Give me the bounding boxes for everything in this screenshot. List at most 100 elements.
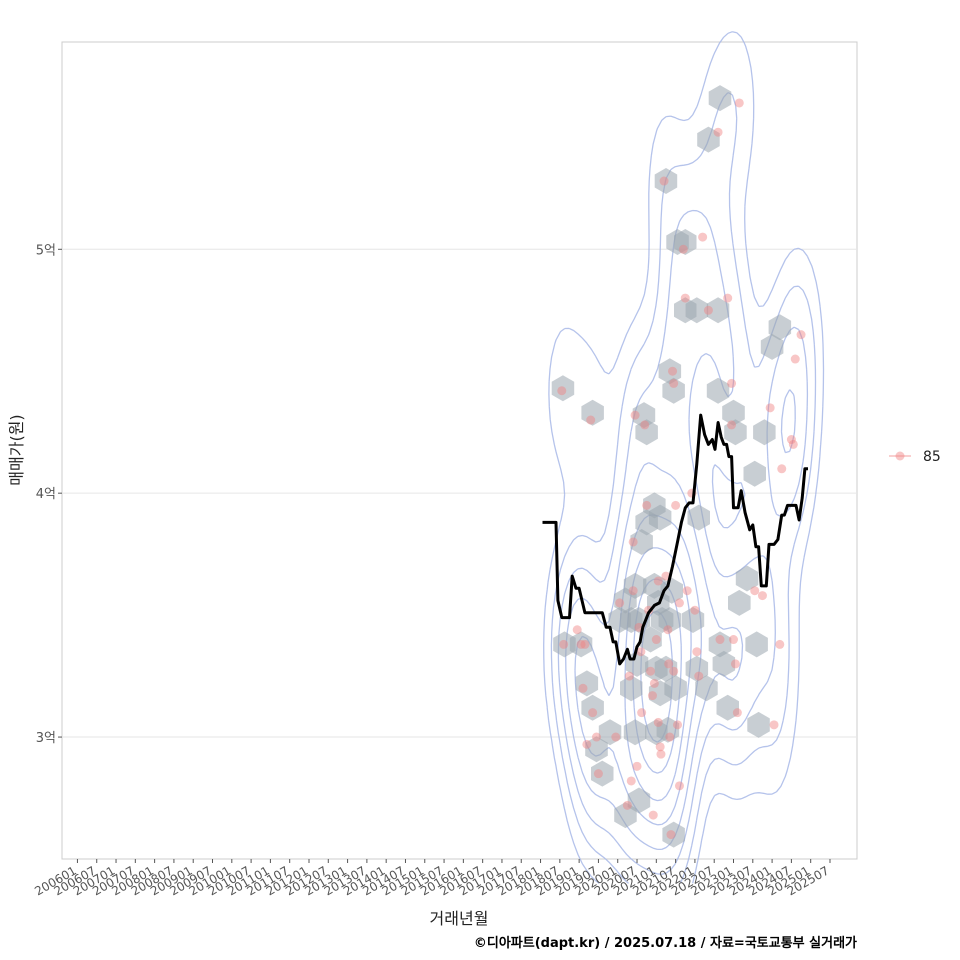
hexbin-34 <box>658 607 682 633</box>
transaction-point-55 <box>698 232 708 242</box>
transaction-point-72 <box>786 435 796 445</box>
transaction-point-37 <box>665 732 675 742</box>
y-axis: 3억 4억 5억 <box>36 243 62 746</box>
hexbin-61 <box>768 314 792 341</box>
transaction-point-3 <box>576 639 586 649</box>
transaction-point-40 <box>668 366 678 376</box>
x-axis: 2006012006072007012007072008012008072009… <box>32 859 831 899</box>
transaction-point-32 <box>656 749 666 759</box>
transaction-point-38 <box>666 830 676 840</box>
contour-level-3 <box>565 389 796 851</box>
transaction-point-35 <box>663 625 673 635</box>
transaction-point-71 <box>777 464 787 474</box>
transaction-point-10 <box>592 732 602 742</box>
transaction-point-12 <box>615 598 625 608</box>
hexbin-33 <box>654 655 678 682</box>
transaction-point-14 <box>628 537 638 547</box>
transaction-points <box>557 98 806 840</box>
transaction-point-29 <box>651 635 661 645</box>
transaction-point-59 <box>723 293 733 303</box>
y-axis-title: 매매가(원) <box>7 414 26 485</box>
y-tick-label-1: 4억 <box>36 487 56 502</box>
transaction-point-30 <box>653 717 663 727</box>
hexbin-4 <box>575 670 599 697</box>
hexbin-0 <box>551 375 575 402</box>
source-caption: ©디아파트(dapt.kr) / 2025.07.18 / 자료=국토교통부 실… <box>474 935 857 951</box>
hexbin-55 <box>735 565 759 592</box>
transaction-point-70 <box>775 639 785 649</box>
transaction-point-24 <box>642 500 652 510</box>
hexbin-50 <box>716 694 739 721</box>
hexbin-59 <box>753 419 776 446</box>
transaction-point-1 <box>559 639 569 649</box>
transaction-point-44 <box>673 720 683 730</box>
hexbin-2 <box>569 631 593 658</box>
transaction-point-57 <box>713 127 723 137</box>
hexbin-20 <box>635 419 658 446</box>
hexbin-45 <box>697 126 720 153</box>
hexbin-18 <box>627 787 651 814</box>
hexbin-63 <box>681 607 705 633</box>
legend: 85 <box>889 449 941 465</box>
hexbin-14 <box>625 650 649 677</box>
hexbin-46 <box>706 297 730 324</box>
transaction-point-75 <box>788 439 798 449</box>
hexbin-36 <box>664 675 687 702</box>
hexbin-21 <box>630 529 653 555</box>
transaction-point-66 <box>750 586 760 596</box>
hexbin-24 <box>648 504 672 531</box>
hexbin-48 <box>708 631 732 658</box>
y-tick-label-0: 3억 <box>36 731 56 746</box>
hexbin-16 <box>623 719 647 746</box>
hexbin-54 <box>728 589 751 616</box>
hexbin-5 <box>581 694 604 721</box>
transaction-point-50 <box>682 586 692 596</box>
transaction-point-2 <box>572 625 582 635</box>
hexbin-57 <box>747 711 770 738</box>
hexbin-6 <box>585 736 608 763</box>
contour-level-0 <box>543 31 825 884</box>
hexbin-15 <box>620 675 643 702</box>
hexbin-49 <box>712 650 736 677</box>
transaction-point-20 <box>636 647 646 657</box>
transaction-point-11 <box>611 732 621 742</box>
median-line-path <box>542 413 808 666</box>
transaction-point-58 <box>715 635 725 645</box>
transaction-point-48 <box>678 244 688 254</box>
transaction-point-7 <box>588 708 598 718</box>
transaction-point-54 <box>694 671 704 681</box>
hexbin-62 <box>687 504 710 531</box>
hexbin-52 <box>722 399 745 426</box>
hexbin-32 <box>656 716 680 743</box>
transaction-point-43 <box>669 666 679 676</box>
hexbin-60 <box>760 333 784 360</box>
transaction-point-60 <box>727 378 737 388</box>
hexbin-64 <box>685 655 709 682</box>
transaction-point-15 <box>628 586 638 596</box>
transaction-point-68 <box>765 403 775 413</box>
transaction-point-62 <box>729 635 739 645</box>
hexbin-40 <box>654 168 678 194</box>
transaction-point-64 <box>732 708 742 718</box>
transaction-point-5 <box>578 683 588 693</box>
transaction-point-67 <box>757 591 767 601</box>
transaction-point-31 <box>655 742 665 752</box>
hexbin-38 <box>658 358 682 385</box>
transaction-point-6 <box>586 415 596 425</box>
x-axis-title: 거래년월 <box>430 909 489 928</box>
median-price-line <box>542 413 808 666</box>
transaction-point-26 <box>646 666 656 676</box>
transaction-point-63 <box>730 659 740 669</box>
hexbin-58 <box>743 460 766 487</box>
transaction-point-49 <box>680 293 690 303</box>
transaction-point-73 <box>790 354 800 364</box>
transaction-point-18 <box>632 761 642 771</box>
transaction-point-74 <box>796 330 806 340</box>
hexbin-42 <box>674 229 697 255</box>
transaction-point-61 <box>727 420 737 430</box>
hexbin-39 <box>662 377 685 404</box>
hexbin-53 <box>724 419 747 446</box>
transaction-point-46 <box>648 810 658 820</box>
hexbin-35 <box>660 577 683 604</box>
